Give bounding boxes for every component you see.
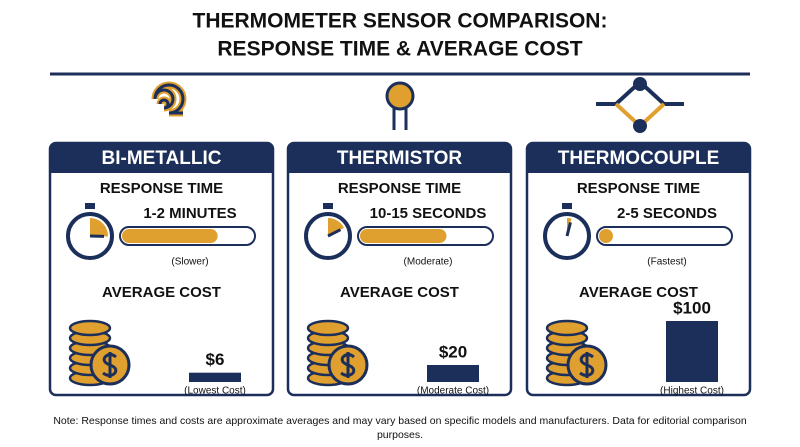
thermistor-icon bbox=[385, 81, 415, 130]
thermocouple-icon bbox=[596, 77, 684, 133]
card-title: THERMISTOR bbox=[337, 148, 463, 169]
response-label: RESPONSE TIME bbox=[100, 180, 223, 197]
progress-fill bbox=[599, 229, 613, 243]
cost-note: (Lowest Cost) bbox=[184, 386, 246, 397]
sensor-card: BI-METALLIC RESPONSE TIME 1-2 MINUTES (Slow… bbox=[48, 141, 275, 397]
progress-fill bbox=[122, 229, 218, 243]
coin bbox=[306, 319, 350, 337]
cost-bar bbox=[427, 365, 479, 382]
response-label: RESPONSE TIME bbox=[577, 180, 700, 197]
cost-value: $6 bbox=[206, 350, 225, 369]
stopwatch-hand bbox=[565, 222, 572, 237]
dollar-glyph bbox=[579, 352, 595, 378]
card-title: BI-METALLIC bbox=[102, 148, 222, 169]
card-header bbox=[50, 143, 273, 173]
footnote: Note: Response times and costs are appro… bbox=[53, 415, 747, 427]
coin bbox=[68, 319, 112, 337]
cost-label: AVERAGE COST bbox=[340, 284, 459, 301]
stopwatch-button bbox=[323, 203, 333, 209]
footnote: purposes. bbox=[377, 429, 423, 441]
title-line: RESPONSE TIME & AVERAGE COST bbox=[217, 38, 582, 61]
progress-track bbox=[596, 226, 733, 246]
bimetal-icon bbox=[151, 81, 187, 117]
card-header bbox=[288, 143, 511, 173]
response-note: (Slower) bbox=[171, 257, 208, 268]
response-value: 10-15 SECONDS bbox=[370, 205, 487, 222]
progress-fill bbox=[360, 229, 447, 243]
cost-bar bbox=[189, 372, 241, 382]
stopwatch-sector bbox=[328, 218, 345, 236]
response-note: (Fastest) bbox=[647, 257, 686, 268]
cost-value: $100 bbox=[673, 298, 711, 317]
response-note: (Moderate) bbox=[404, 257, 453, 268]
card-header bbox=[527, 143, 750, 173]
sensor-card: THERMISTOR RESPONSE TIME 10-15 SECONDS (Mod… bbox=[286, 141, 513, 397]
title-line: THERMOMETER SENSOR COMPARISON: bbox=[193, 10, 608, 33]
stopwatch-sector bbox=[90, 218, 108, 237]
dollar-glyph bbox=[340, 352, 356, 378]
card-title: THERMOCOUPLE bbox=[558, 148, 720, 169]
cost-label: AVERAGE COST bbox=[102, 284, 221, 301]
stopwatch-button bbox=[85, 203, 95, 209]
cost-bar bbox=[666, 321, 718, 382]
cost-label: AVERAGE COST bbox=[579, 284, 698, 301]
cost-value: $20 bbox=[439, 342, 467, 361]
sensor-card: THERMOCOUPLE RESPONSE TIME 2-5 SECONDS (Fas… bbox=[525, 141, 752, 397]
response-value: 1-2 MINUTES bbox=[143, 205, 236, 222]
stopwatch-hand bbox=[327, 228, 342, 238]
cost-note: (Highest Cost) bbox=[660, 386, 724, 397]
coin bbox=[545, 319, 589, 337]
cost-note: (Moderate Cost) bbox=[417, 386, 489, 397]
stopwatch-button bbox=[562, 203, 572, 209]
dollar-glyph bbox=[102, 352, 118, 378]
response-value: 2-5 SECONDS bbox=[617, 205, 717, 222]
response-label: RESPONSE TIME bbox=[338, 180, 461, 197]
